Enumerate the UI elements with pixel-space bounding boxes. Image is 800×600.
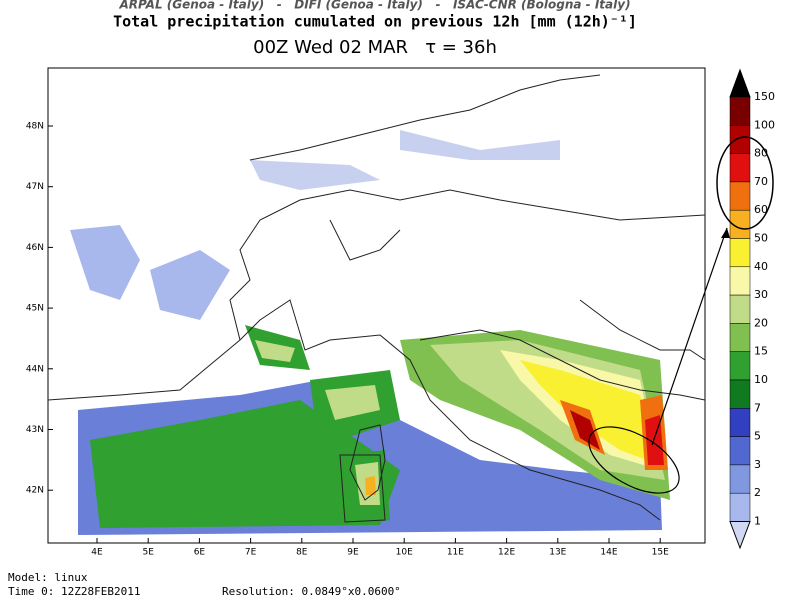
map: 48N 47N 46N 45N 44N 43N 42N 4E 5E 6E 7E 8E 9E 10E 11E 1… [26, 67, 730, 558]
lon-label: 13E [549, 548, 566, 558]
colorbar-label: 10 [754, 373, 768, 386]
title: Total precipitation cumulated on previou… [113, 13, 637, 31]
lon-label: 8E [296, 548, 308, 558]
lon-label: 5E [142, 548, 154, 558]
colorbar-label: 15 [754, 345, 768, 358]
colorbar-bin [729, 464, 751, 494]
colorbar-bin [729, 492, 751, 522]
colorbar-bin [729, 323, 751, 352]
highlight-ellipse [588, 426, 680, 494]
lon-label: 12E [498, 548, 515, 558]
colorbar-bin [729, 96, 751, 126]
lat-label: 44N [26, 364, 44, 374]
lat-label: 48N [26, 122, 44, 132]
colorbar-bin [729, 153, 751, 183]
arrow [651, 227, 728, 446]
lon-label: 9E [347, 548, 359, 558]
colorbar-label: 70 [754, 175, 768, 188]
colorbar-label: 5 [754, 430, 761, 443]
footer-model: Model: linux [8, 571, 88, 584]
lon-label: 15E [652, 548, 669, 558]
colorbar-label: 50 [754, 232, 768, 245]
lon-label: 6E [194, 548, 206, 558]
lon-label: 10E [396, 548, 413, 558]
colorbar-highlight [716, 136, 774, 230]
subtitle: 00Z Wed 02 MAR τ = 36h [253, 37, 497, 58]
colorbar-bin [729, 294, 751, 324]
lon-label: 4E [91, 548, 103, 558]
lat-label: 43N [26, 425, 44, 435]
colorbar-bin [729, 125, 751, 154]
colorbar-bin [729, 238, 751, 268]
colorbar-bin [729, 379, 751, 409]
colorbar-bin [729, 408, 751, 437]
lon-label: 11E [447, 548, 464, 558]
colorbar-bin [729, 351, 751, 381]
colorbar-cap [729, 68, 751, 98]
colorbar-label: 60 [754, 203, 768, 216]
arrow-head [721, 228, 730, 238]
colorbar-cap [729, 521, 751, 550]
lon-label: 14E [600, 548, 617, 558]
lat-label: 45N [26, 304, 44, 314]
colorbar-label: 2 [754, 486, 761, 499]
colorbar-label: 7 [754, 401, 761, 414]
colorbar-label: 3 [754, 458, 761, 471]
colorbar-label: 100 [754, 118, 775, 131]
lat-label: 42N [26, 486, 44, 496]
colorbar-label: 40 [754, 260, 768, 273]
colorbar-bin [729, 436, 751, 466]
colorbar-label: 20 [754, 316, 768, 329]
footer-resolution: Resolution: 0.0849°x0.0600° [222, 585, 401, 598]
colorbar-bin [729, 181, 751, 211]
colorbar-bin [729, 266, 751, 296]
precipitation-field [70, 130, 670, 535]
lat-label: 47N [26, 182, 44, 192]
footer-time: Time 0: 12Z28FEB2011 [8, 585, 140, 598]
credits: ARPAL (Genoa - Italy) - DIFI (Genoa - It… [118, 0, 630, 12]
lon-label: 7E [245, 548, 257, 558]
coastlines [47, 74, 706, 523]
lat-label: 46N [26, 243, 44, 253]
colorbar-label: 1 [754, 515, 761, 528]
colorbar-label: 150 [754, 90, 775, 103]
colorbar-label: 30 [754, 288, 768, 301]
